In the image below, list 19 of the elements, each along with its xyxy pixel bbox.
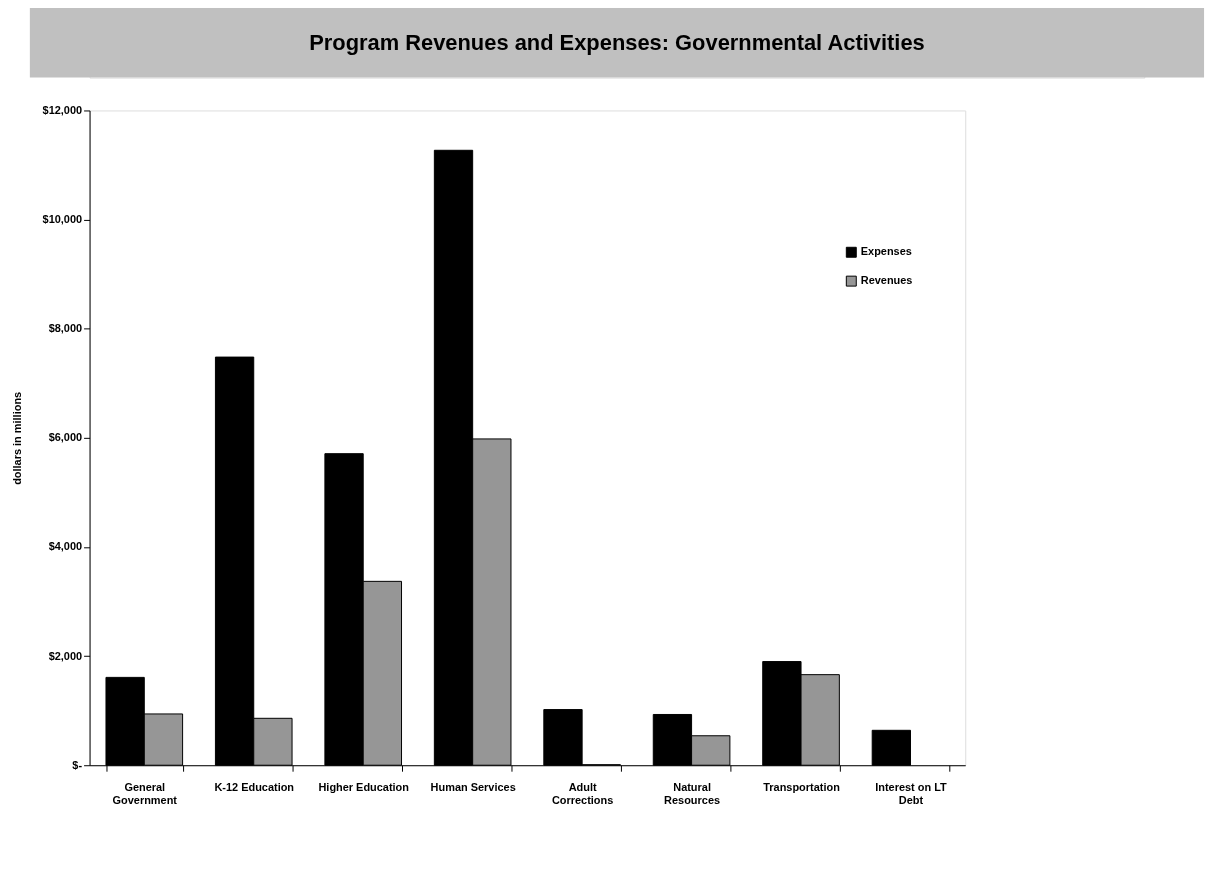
y-tick-label: $2,000 (48, 649, 83, 662)
legend-label: Revenues (860, 274, 913, 287)
chart-title: Program Revenues and Expenses: Governmental Activities (309, 29, 925, 55)
x-tick-label: Higher Education (318, 780, 409, 793)
x-tick-label: General Government (112, 780, 178, 806)
x-tick-label: Human Services (430, 780, 516, 793)
x-tick-label: K-12 Education (214, 780, 295, 793)
y-tick-label: $4,000 (48, 540, 83, 553)
x-tick-label: Adult Corrections (551, 780, 614, 806)
y-tick-label: $- (72, 758, 83, 771)
y-tick-label: $10,000 (42, 213, 83, 226)
y-tick-label: $8,000 (48, 322, 83, 335)
x-tick-label: Interest on LT Debt (875, 780, 948, 806)
y-tick-label: $12,000 (42, 103, 83, 116)
y-axis-title: dollars in millions (10, 391, 23, 485)
y-tick-label: $6,000 (48, 431, 83, 444)
legend-label: Expenses (860, 245, 912, 258)
x-tick-label: Transportation (763, 780, 840, 793)
x-tick-label: Natural Resources (664, 780, 721, 806)
